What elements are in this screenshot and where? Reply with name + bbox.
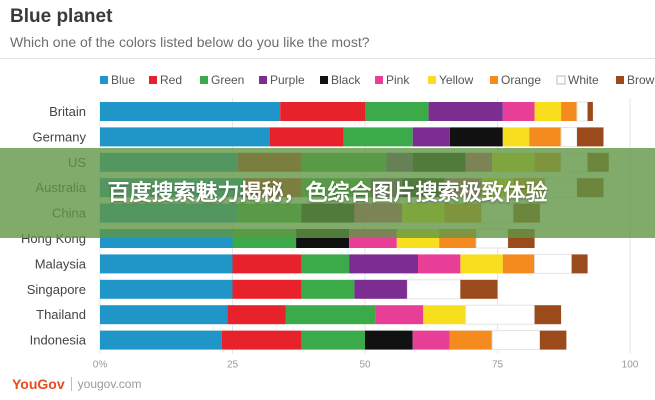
bar-indonesia-black [365, 330, 413, 350]
bar-singapore-green [301, 279, 355, 299]
overlay-text: 百度搜索魅力揭秘，色综合图片搜索极致体验 [107, 180, 548, 205]
bar-britain-yellow [534, 102, 562, 121]
x-tick-75: 75 [492, 360, 504, 371]
header-divider [0, 58, 655, 59]
legend-swatch-green [200, 76, 208, 84]
bar-singapore-white [406, 279, 461, 300]
brand-logo: YouGov [12, 376, 65, 392]
bar-malaysia-white [534, 253, 573, 274]
x-tick-50: 50 [359, 360, 371, 371]
y-label-germany: Germany [33, 129, 87, 144]
bar-britain-purple [428, 102, 503, 121]
bar-germany-brown [577, 127, 604, 147]
bar-malaysia-yellow [460, 254, 503, 274]
bar-indonesia-green [301, 330, 365, 350]
chart-x-ticks: 0% 25 50 75 100 [93, 360, 639, 371]
legend-label-brown: Brown [627, 73, 655, 87]
bar-singapore-purple [354, 279, 408, 299]
x-tick-0: 0% [93, 360, 108, 371]
overlay-banner: 百度搜索魅力揭秘，色综合图片搜索极致体验 [0, 148, 655, 238]
legend-swatch-purple [259, 76, 267, 84]
y-label-indonesia: Indonesia [30, 333, 87, 348]
bar-britain-white [576, 101, 589, 122]
legend-swatch-yellow [428, 76, 436, 84]
bar-germany-white [560, 126, 578, 147]
bar-thailand-brown [534, 305, 562, 325]
x-tick-25: 25 [227, 360, 239, 371]
bar-malaysia-brown [571, 254, 588, 274]
bar-germany-blue [100, 127, 270, 147]
bar-britain-blue [100, 102, 281, 121]
bar-thailand-pink [375, 305, 424, 325]
bar-germany-yellow [502, 127, 530, 147]
legend-label-red: Red [160, 73, 182, 87]
legend-label-purple: Purple [270, 73, 305, 87]
legend-swatch-black [320, 76, 328, 84]
bar-indonesia-pink [412, 330, 450, 350]
legend-label-pink: Pink [386, 73, 410, 87]
chart-subtitle: Which one of the colors listed below do … [10, 34, 370, 50]
footer: YouGov yougov.com [12, 376, 141, 392]
footer-site: yougov.com [77, 377, 142, 391]
bar-britain-pink [502, 102, 535, 121]
bar-britain-orange [561, 102, 577, 121]
chart-title: Blue planet [10, 6, 113, 27]
bar-thailand-red [227, 305, 286, 325]
bar-indonesia-white [491, 330, 541, 351]
legend-label-white: White [568, 73, 599, 87]
footer-separator [70, 377, 72, 391]
bar-britain-brown [587, 102, 593, 121]
bar-thailand-blue [100, 305, 228, 325]
bar-malaysia-red [232, 254, 302, 274]
legend-label-blue: Blue [111, 73, 135, 87]
bar-singapore-brown [460, 279, 498, 299]
legend-label-green: Green [211, 73, 244, 87]
bar-germany-red [269, 127, 344, 147]
chart-legend: Blue Red Green Purple Black Pink Yellow Orange W… [100, 73, 655, 87]
legend-swatch-orange [490, 76, 498, 84]
legend-swatch-white [556, 75, 566, 85]
y-label-singapore: Singapore [27, 282, 86, 297]
bar-indonesia-blue [100, 330, 222, 350]
bar-indonesia-brown [539, 330, 567, 350]
bar-germany-black [449, 127, 503, 147]
bar-malaysia-purple [349, 254, 418, 274]
legend-label-black: Black [331, 73, 361, 87]
bar-thailand-white [465, 304, 536, 325]
legend-label-yellow: Yellow [439, 73, 474, 87]
bar-thailand-green [285, 305, 376, 325]
bar-malaysia-orange [502, 254, 535, 274]
y-label-malaysia: Malaysia [35, 256, 87, 271]
bar-germany-green [343, 127, 413, 147]
bar-malaysia-green [301, 254, 350, 274]
y-label-britain: Britain [49, 104, 86, 119]
bar-singapore-blue [100, 279, 233, 299]
y-label-thailand: Thailand [36, 307, 86, 322]
bar-malaysia-blue [100, 254, 233, 274]
bar-germany-purple [412, 127, 450, 147]
legend-swatch-pink [375, 76, 383, 84]
legend-label-orange: Orange [501, 73, 541, 87]
bar-britain-red [280, 102, 365, 121]
legend-swatch-blue [100, 76, 108, 84]
bar-britain-green [365, 102, 429, 121]
x-tick-100: 100 [622, 360, 639, 371]
bar-malaysia-pink [418, 254, 461, 274]
bar-indonesia-orange [449, 330, 493, 350]
bar-indonesia-red [221, 330, 302, 350]
bar-thailand-yellow [423, 305, 466, 325]
bar-germany-orange [529, 127, 562, 147]
legend-swatch-red [149, 76, 157, 84]
legend-swatch-brown [616, 76, 624, 84]
bar-singapore-red [232, 279, 302, 299]
